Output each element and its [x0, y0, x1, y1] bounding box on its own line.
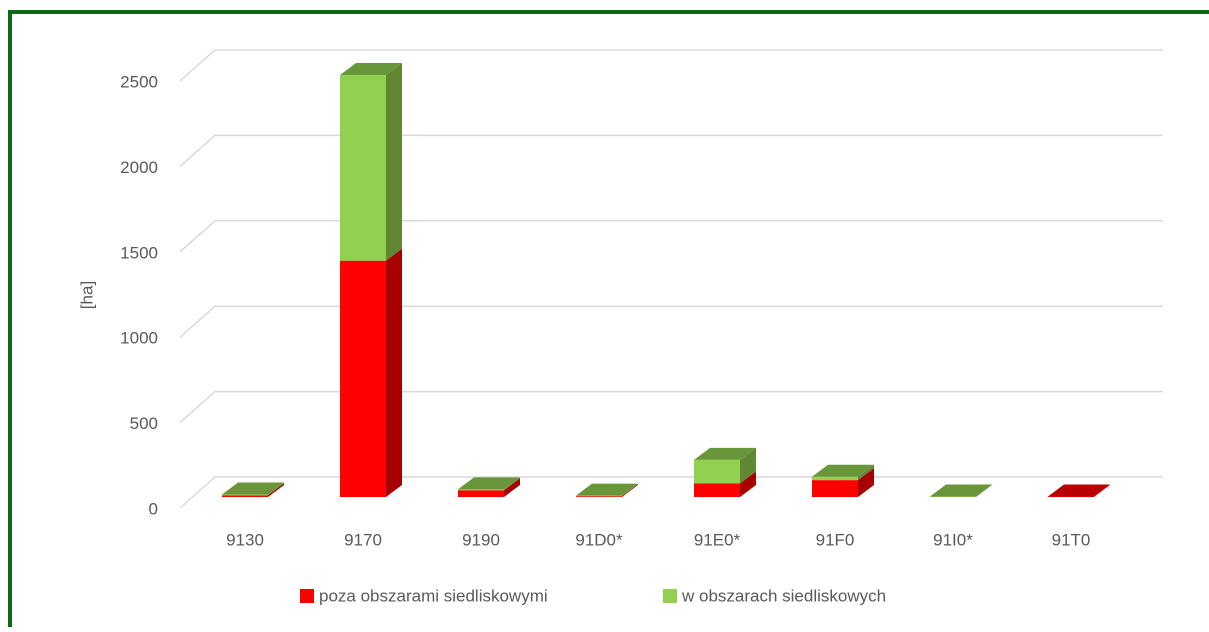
bar-top	[340, 63, 402, 75]
grid-line	[179, 305, 1163, 338]
bar-side	[622, 483, 638, 497]
y-tick-label: 1500	[120, 243, 158, 262]
bar	[222, 495, 268, 497]
bar-side	[504, 477, 520, 491]
x-tick-label: 9130	[226, 530, 264, 549]
legend-swatch	[300, 589, 314, 603]
grid-line	[179, 134, 1163, 167]
bar	[458, 489, 504, 491]
bar-top	[576, 483, 638, 496]
bar-side	[740, 471, 756, 497]
x-tick-label: 91D0*	[575, 530, 623, 549]
y-tick-label: 1000	[120, 329, 158, 348]
y-tick-label: 0	[149, 499, 158, 518]
bar	[930, 496, 976, 497]
bar-side	[268, 483, 284, 497]
bar-side	[740, 447, 756, 484]
y-tick-label: 2000	[120, 158, 158, 177]
x-tick-label: 9170	[344, 530, 382, 549]
bar-side	[858, 468, 874, 497]
bar	[812, 480, 858, 497]
x-tick-label: 91F0	[816, 530, 855, 549]
bar-top	[1048, 484, 1110, 497]
legend-label: poza obszarami siedliskowymi	[319, 586, 548, 605]
y-tick-label: 500	[130, 414, 158, 433]
bar-top	[694, 447, 756, 460]
grid-line	[179, 49, 1163, 82]
bar	[458, 490, 504, 497]
bar-side	[504, 478, 520, 497]
grid-line	[179, 220, 1163, 253]
legend-swatch	[663, 589, 677, 603]
x-tick-label: 91I0*	[933, 530, 973, 549]
bar-side	[1094, 484, 1110, 497]
frame	[8, 10, 1209, 632]
x-tick-label: 91T0	[1052, 530, 1091, 549]
bar	[694, 483, 740, 497]
bar	[340, 75, 386, 261]
x-tick-label: 9190	[462, 530, 500, 549]
bar	[576, 495, 622, 497]
grid-line	[179, 476, 1163, 509]
bar	[1048, 496, 1094, 497]
bar	[222, 494, 268, 496]
bar	[694, 459, 740, 484]
bar-side	[858, 464, 874, 481]
bar-top	[812, 464, 874, 477]
bar	[340, 260, 386, 497]
bar-side	[976, 484, 992, 497]
bar-top	[458, 477, 520, 490]
x-tick-label: 91E0*	[694, 530, 741, 549]
grid-line	[179, 390, 1163, 424]
bar-side	[622, 484, 638, 497]
bar-top	[222, 482, 284, 495]
bar-side	[268, 482, 284, 496]
bar	[812, 476, 858, 481]
bar	[576, 496, 622, 497]
bar-side	[386, 63, 402, 261]
legend-label: w obszarach siedliskowych	[681, 586, 886, 605]
bar-side	[386, 248, 402, 497]
bar-top	[930, 484, 992, 497]
y-axis-label: [ha]	[77, 281, 96, 309]
y-tick-label: 2500	[120, 72, 158, 91]
